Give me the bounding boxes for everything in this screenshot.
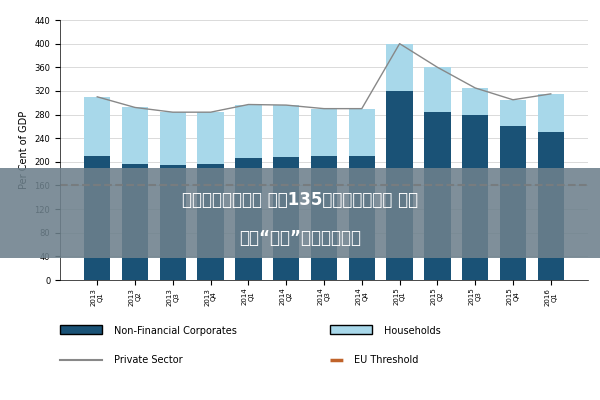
Bar <box>235 158 262 280</box>
Bar <box>84 156 110 280</box>
Text: Private Sector: Private Sector <box>114 355 182 365</box>
EU Threshold <box>131 183 139 188</box>
Bar <box>197 164 224 280</box>
Bar <box>122 108 148 164</box>
Private Sector <box>94 94 101 99</box>
Line: Private Sector: Private Sector <box>97 44 551 112</box>
Y-axis label: Per Cent of GDP: Per Cent of GDP <box>19 111 29 189</box>
Text: 正规配资炸股网站 年内135位基金经理离职 公募: 正规配资炸股网站 年内135位基金经理离职 公募 <box>182 190 418 208</box>
Private Sector <box>509 97 517 102</box>
Bar <box>160 165 186 280</box>
Bar <box>311 109 337 156</box>
Bar <box>386 44 413 91</box>
Text: EU Threshold: EU Threshold <box>354 355 418 365</box>
EU Threshold <box>94 183 101 188</box>
Private Sector <box>358 106 365 111</box>
Bar <box>462 88 488 114</box>
Text: Households: Households <box>384 326 441 336</box>
Bar <box>160 112 186 165</box>
Private Sector <box>320 106 328 111</box>
Bar <box>462 114 488 280</box>
Text: 频频“上新”实现平稳交接: 频频“上新”实现平稳交接 <box>239 229 361 247</box>
Bar <box>84 97 110 156</box>
Bar <box>538 94 564 132</box>
Private Sector <box>169 110 176 114</box>
Bar <box>235 104 262 158</box>
Bar <box>122 164 148 280</box>
Bar <box>349 156 375 280</box>
Bar <box>349 109 375 156</box>
Bar <box>273 105 299 157</box>
Bar <box>311 156 337 280</box>
Bar <box>424 112 451 280</box>
Bar <box>500 100 526 126</box>
Private Sector <box>131 105 139 110</box>
Private Sector <box>283 103 290 108</box>
Private Sector <box>207 110 214 114</box>
Bar <box>273 157 299 280</box>
Bar <box>424 67 451 112</box>
Private Sector <box>434 65 441 70</box>
Bar <box>500 126 526 280</box>
Private Sector <box>472 86 479 90</box>
Bar <box>538 132 564 280</box>
Private Sector <box>547 92 554 96</box>
Private Sector <box>396 41 403 46</box>
Text: Non-Financial Corporates: Non-Financial Corporates <box>114 326 237 336</box>
Bar <box>386 91 413 280</box>
Bar <box>197 112 224 164</box>
Private Sector <box>245 102 252 107</box>
